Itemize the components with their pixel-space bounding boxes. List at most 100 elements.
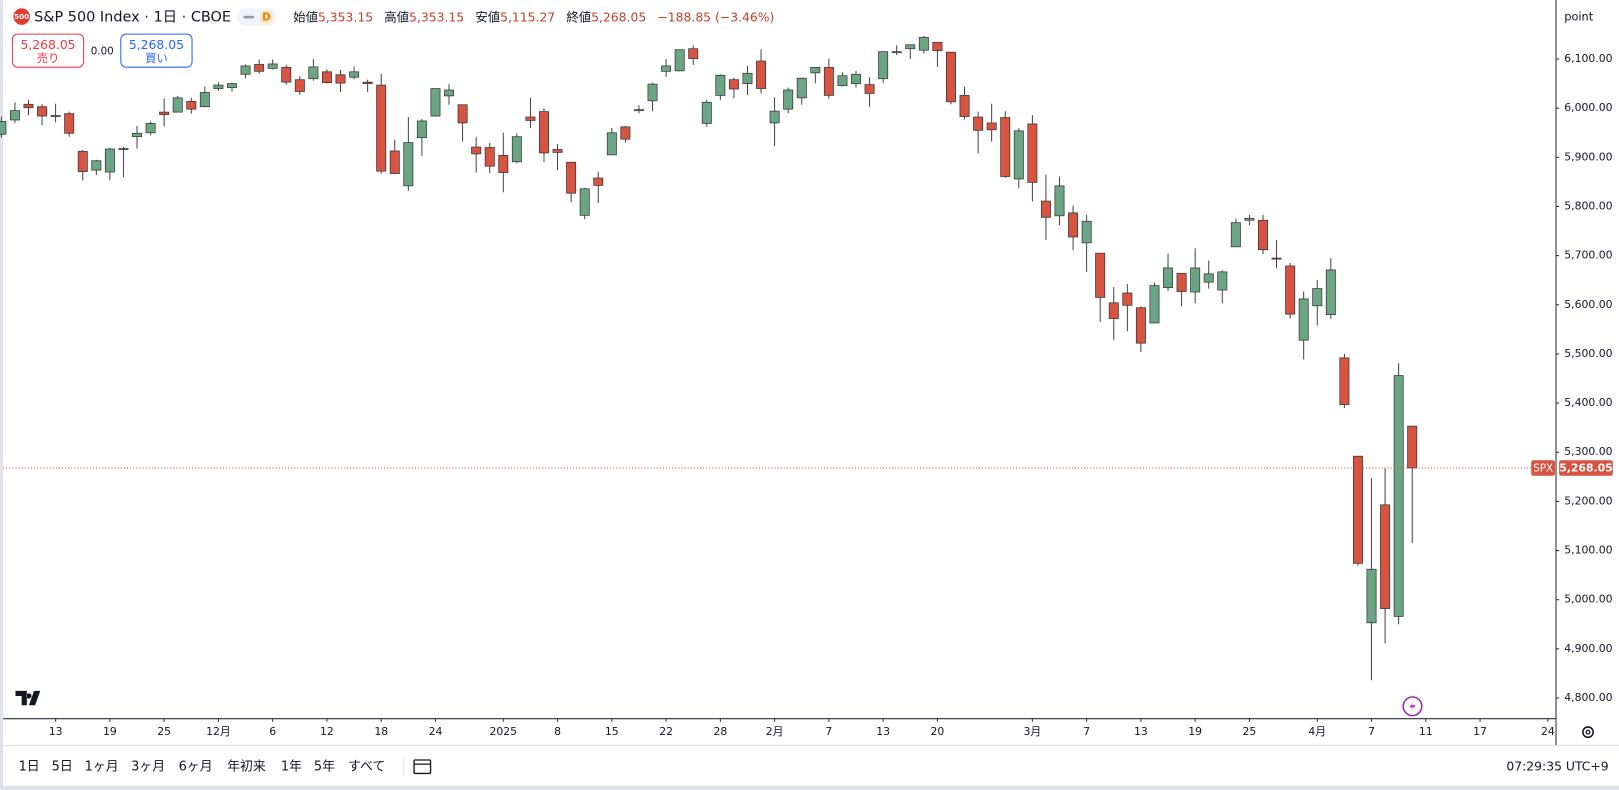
candle-body xyxy=(566,161,577,194)
y-tick-label: 4,900.00 xyxy=(1564,642,1612,655)
sell-button[interactable] xyxy=(11,33,85,68)
candle-body xyxy=(1068,212,1079,238)
range-bar: 1日 5日 1ヶ月 3ヶ月 6ヶ月 年初来 1年 5年 すべて xyxy=(19,760,386,775)
candle-body xyxy=(932,41,943,52)
sell-label: 売り xyxy=(37,51,60,65)
candle-body xyxy=(403,142,414,187)
candle-body xyxy=(1393,375,1404,617)
y-tick-label: 6,100.00 xyxy=(1564,52,1612,65)
candle-body xyxy=(294,79,305,92)
legend-label: 始値 xyxy=(293,9,318,24)
x-tick-label: 8 xyxy=(554,725,561,738)
x-tick-label: 2025 xyxy=(490,725,518,738)
candle-body xyxy=(796,77,807,99)
y-tick-label: 5,400.00 xyxy=(1564,396,1612,409)
candle-body xyxy=(1285,265,1296,315)
x-tick-label: 12 xyxy=(320,725,334,738)
candle-body xyxy=(1312,288,1323,307)
range-button[interactable]: すべて xyxy=(348,760,385,775)
chart-title[interactable]: S&P 500 Index · 1日 · CBOE xyxy=(34,10,231,26)
candle-body xyxy=(1339,357,1350,405)
range-button[interactable]: 3ヶ月 xyxy=(131,760,165,775)
legend-value: 5,353.15 xyxy=(409,9,464,24)
symbol-tag-text: SPX xyxy=(1533,462,1553,474)
candle-body xyxy=(837,75,848,86)
candle-body xyxy=(1081,220,1092,244)
legend-label: 終値 xyxy=(566,9,591,24)
candle-body xyxy=(145,123,156,134)
candle-body xyxy=(1108,302,1119,319)
range-button[interactable]: 年初来 xyxy=(227,760,266,775)
legend-value: 5,268.05 xyxy=(591,9,646,24)
range-button[interactable]: 1年 xyxy=(281,760,302,775)
candle-body xyxy=(1176,272,1187,292)
x-tick-label: 28 xyxy=(713,725,727,738)
candle-body xyxy=(349,71,360,78)
candle-body xyxy=(362,81,373,84)
clock[interactable]: 07:29:35 UTC+9 xyxy=(1506,759,1608,774)
candle-body xyxy=(376,84,387,172)
y-tick-label: 5,700.00 xyxy=(1564,249,1612,262)
candle-body xyxy=(986,122,997,131)
buy-button[interactable] xyxy=(120,33,193,68)
candle-body xyxy=(267,63,278,69)
date-range-icon[interactable] xyxy=(413,759,432,775)
candle-body xyxy=(905,44,916,50)
candle-body xyxy=(308,66,319,80)
buy-price: 5,268.05 xyxy=(129,37,184,52)
candle-body xyxy=(430,88,441,117)
spread: 0.00 xyxy=(91,46,114,58)
event-icon-bolt xyxy=(1409,700,1416,713)
candle-body xyxy=(918,37,929,51)
candle-body xyxy=(1163,267,1174,288)
candle-body xyxy=(1040,200,1051,218)
range-button[interactable]: 5日 xyxy=(52,760,73,775)
range-button[interactable]: 6ヶ月 xyxy=(179,760,213,775)
range-button[interactable]: 5年 xyxy=(314,760,335,775)
candle-body xyxy=(240,65,251,75)
x-tick-label: 4月 xyxy=(1308,725,1326,738)
settings-icon[interactable] xyxy=(1582,726,1594,739)
y-tick-label: 5,900.00 xyxy=(1564,150,1612,163)
candle-body xyxy=(633,109,644,112)
x-tick-label: 24 xyxy=(1541,725,1555,738)
candle-body xyxy=(715,74,726,96)
symbol-tag xyxy=(1531,460,1555,476)
candle-body xyxy=(321,71,332,83)
symbol-icon[interactable] xyxy=(13,8,30,25)
tradingview-logo[interactable] xyxy=(15,690,41,706)
window-edge xyxy=(0,0,4,790)
candle-body xyxy=(1244,217,1255,221)
window-edge xyxy=(0,785,1619,790)
candle-body xyxy=(511,136,522,163)
range-button[interactable]: 1ヶ月 xyxy=(85,760,119,775)
x-tick-label: 13 xyxy=(1134,725,1148,738)
candle-body xyxy=(688,48,699,59)
candle-body xyxy=(484,147,495,167)
candle-body xyxy=(742,72,753,84)
candle-body xyxy=(77,151,88,172)
range-button[interactable]: 1日 xyxy=(19,760,40,775)
y-tick-label: 5,200.00 xyxy=(1564,494,1612,507)
candle-body xyxy=(1122,292,1133,306)
x-tick-label: 20 xyxy=(931,725,945,738)
y-tick-label: 6,000.00 xyxy=(1564,101,1612,114)
candle-body xyxy=(959,95,970,117)
legend-label: 高値 xyxy=(384,9,409,24)
delay-badge-text: D xyxy=(262,12,271,24)
candle-body xyxy=(620,126,631,140)
delay-badge xyxy=(259,10,274,24)
scale-mode-button[interactable] xyxy=(1557,5,1615,29)
candle-body xyxy=(823,67,834,96)
candle-body xyxy=(471,146,482,155)
candle-body xyxy=(416,120,427,139)
candle-body xyxy=(186,100,197,110)
candle-body xyxy=(973,116,984,131)
x-tick-label: 25 xyxy=(157,725,171,738)
candle-body xyxy=(1352,455,1363,564)
candle-body xyxy=(118,148,129,150)
candle-body xyxy=(1380,504,1391,609)
legend-label: 安値 xyxy=(475,9,500,24)
